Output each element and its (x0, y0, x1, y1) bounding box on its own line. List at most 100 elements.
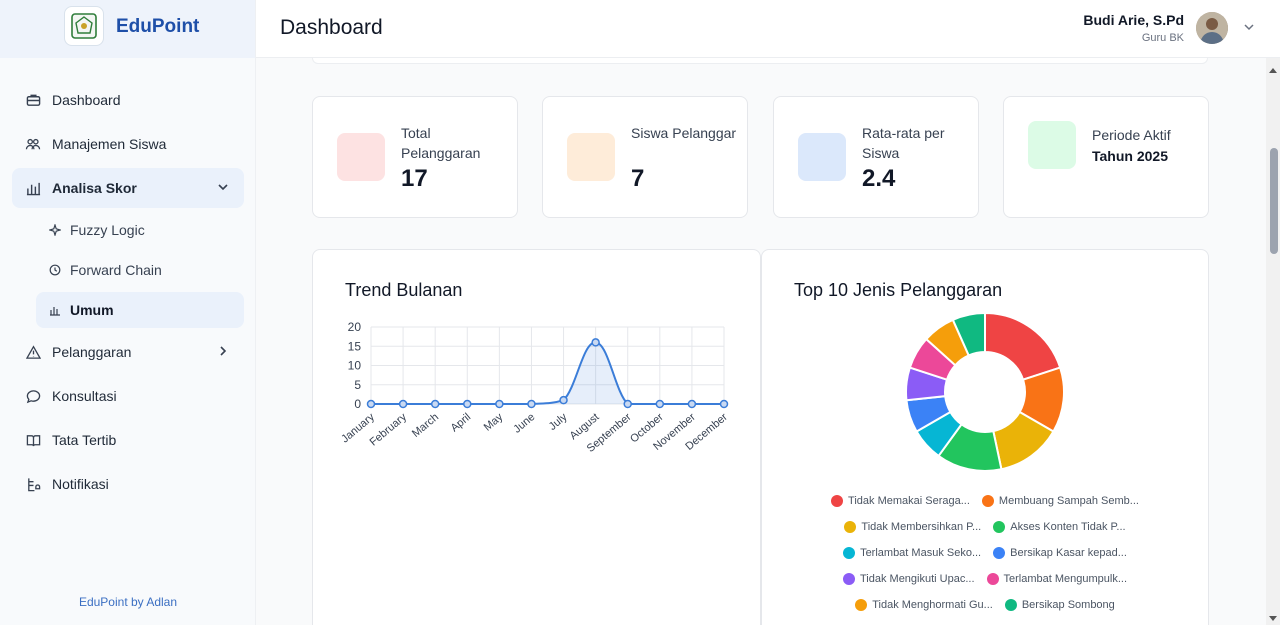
stat-card-rata-rata: Rata-rata per Siswa 2.4 (773, 96, 979, 218)
chart-legend: Tidak Memakai Seraga... Membuang Sampah S… (762, 488, 1208, 618)
legend-item[interactable]: Membuang Sampah Semb... (981, 495, 1139, 507)
legend-color-dot (1004, 599, 1017, 611)
sidebar-item-manajemen-siswa[interactable]: Manajemen Siswa (12, 124, 244, 164)
sidebar-item-label: Konsultasi (52, 388, 117, 404)
trend-data-point[interactable] (655, 399, 665, 409)
trend-line (371, 341, 724, 405)
sidebar-item-label: Dashboard (52, 92, 121, 108)
y-tick-label: 0 (354, 397, 361, 411)
legend-label: Tidak Membersihkan P... (861, 521, 982, 533)
sidebar-item-label: Notifikasi (52, 476, 109, 492)
trend-data-point[interactable] (463, 399, 472, 409)
legend-item[interactable]: Tidak Menghormati Gu... (855, 599, 993, 611)
legend-row: Tidak Membersihkan P... Akses Konten Tida… (762, 514, 1208, 540)
legend-label: Membuang Sampah Semb... (998, 495, 1139, 507)
legend-label: Bersikap Sombong (1021, 599, 1115, 611)
legend-color-dot (842, 573, 855, 585)
scroll-up-arrow[interactable] (1269, 68, 1277, 73)
legend-item[interactable]: Terlambat Mengumpulk... (986, 573, 1128, 585)
stat-value: 17 (401, 165, 428, 192)
sidebar-item-pelanggaran[interactable]: Pelanggaran (12, 332, 244, 372)
trend-data-point[interactable] (527, 399, 536, 409)
sparkle-icon (48, 223, 62, 237)
chevron-down-icon[interactable] (1242, 20, 1256, 39)
sidebar-item-dashboard[interactable]: Dashboard (12, 80, 244, 120)
sidebar-item-konsultasi[interactable]: Konsultasi (12, 376, 244, 416)
legend-color-dot (831, 495, 844, 507)
warning-icon (24, 343, 42, 361)
previous-card-edge (312, 58, 1208, 64)
legend-row: Tidak Mengikuti Upac... Terlambat Mengump… (762, 566, 1208, 592)
legend-label: Tidak Menghormati Gu... (872, 599, 993, 611)
top-header: Dashboard Budi Arie, S.Pd Guru BK (256, 0, 1280, 58)
donut-slice[interactable] (984, 314, 1062, 381)
briefcase-icon (24, 91, 42, 109)
trend-title: Trend Bulanan (345, 280, 463, 300)
trend-panel: Trend Bulanan 0 5 10 15 20 January February Mar… (312, 249, 761, 625)
sidebar-subitem-fuzzy-logic[interactable]: Fuzzy Logic (12, 212, 244, 248)
book-icon (24, 431, 42, 449)
legend-item[interactable]: Bersikap Kasar kepad... (993, 547, 1127, 559)
sidebar-nav: Dashboard Manajemen Siswa Analisa Skor F… (12, 80, 244, 508)
sidebar-item-tata-tertib[interactable]: Tata Tertib (12, 420, 244, 460)
stat-card-siswa-pelanggar: Siswa Pelanggar 7 (542, 96, 748, 218)
sidebar-item-notifikasi[interactable]: Notifikasi (12, 464, 244, 504)
trend-area-fill (371, 342, 724, 404)
legend-item[interactable]: Tidak Membersihkan P... (844, 521, 981, 533)
legend-label: Bersikap Kasar kepad... (1010, 547, 1127, 559)
legend-label: Terlambat Mengumpulk... (1003, 573, 1128, 585)
chevron-down-icon[interactable] (216, 180, 230, 197)
legend-color-dot (855, 599, 868, 611)
stat-label: Siswa Pelanggar (631, 125, 737, 141)
page-scrollbar[interactable] (1266, 58, 1280, 625)
trend-data-point[interactable] (559, 395, 568, 405)
trend-data-point[interactable] (366, 399, 376, 409)
stat-label: Total Pelanggaran (401, 125, 481, 161)
y-tick-label: 20 (348, 320, 362, 334)
legend-item[interactable]: Terlambat Masuk Seko... (843, 547, 981, 559)
school-logo[interactable] (64, 6, 104, 46)
legend-item[interactable]: Tidak Memakai Seraga... (831, 495, 970, 507)
sidebar-subitem-forward-chain[interactable]: Forward Chain (12, 252, 244, 288)
sidebar-subitem-label: Forward Chain (70, 262, 162, 278)
sidebar-footer: EduPoint by Adlan (78, 595, 178, 609)
stat-value: 2.4 (862, 165, 896, 192)
chevron-right-icon[interactable] (216, 344, 230, 361)
x-tick-label: May (482, 411, 506, 434)
trend-data-point[interactable] (687, 399, 697, 409)
legend-color-dot (993, 547, 1006, 559)
x-tick-label: February (368, 411, 410, 449)
legend-color-dot (844, 521, 857, 533)
chat-icon (24, 387, 42, 405)
top10-panel: Top 10 Jenis Pelanggaran Tidak Memakai S… (761, 249, 1209, 625)
trend-data-point[interactable] (623, 399, 632, 409)
x-tick-label: April (449, 411, 474, 434)
user-name[interactable]: Budi Arie, S.Pd (1083, 12, 1184, 28)
stat-icon-box (1028, 121, 1076, 169)
brand-name[interactable]: EduPoint (116, 16, 200, 37)
y-tick-label: 15 (348, 339, 362, 353)
stat-card-periode-aktif: Periode Aktif Tahun 2025 (1003, 96, 1209, 218)
legend-item[interactable]: Bersikap Sombong (1004, 599, 1115, 611)
trend-data-point[interactable] (591, 338, 600, 347)
donut-slice[interactable] (951, 314, 986, 357)
legend-item[interactable]: Akses Konten Tidak P... (993, 521, 1126, 533)
sidebar-subitem-label: Fuzzy Logic (70, 222, 145, 238)
trend-data-point[interactable] (495, 399, 504, 409)
legend-item[interactable]: Tidak Mengikuti Upac... (842, 573, 975, 585)
bar-chart-icon (48, 303, 62, 317)
trend-data-point[interactable] (398, 399, 408, 409)
sidebar-subitem-umum[interactable]: Umum (36, 292, 244, 328)
page-title: Dashboard (280, 16, 383, 39)
sidebar: EduPoint Dashboard Manajemen Siswa Anali… (0, 0, 256, 625)
legend-label: Tidak Memakai Seraga... (848, 495, 970, 507)
trend-data-point[interactable] (430, 399, 440, 409)
scroll-thumb[interactable] (1270, 148, 1278, 254)
legend-row: Tidak Memakai Seraga... Membuang Sampah S… (762, 488, 1208, 514)
trend-data-point[interactable] (719, 399, 729, 409)
avatar[interactable] (1196, 12, 1228, 44)
sidebar-item-analisa-skor[interactable]: Analisa Skor (12, 168, 244, 208)
scroll-down-arrow[interactable] (1269, 616, 1277, 621)
stat-value: 7 (631, 165, 645, 192)
